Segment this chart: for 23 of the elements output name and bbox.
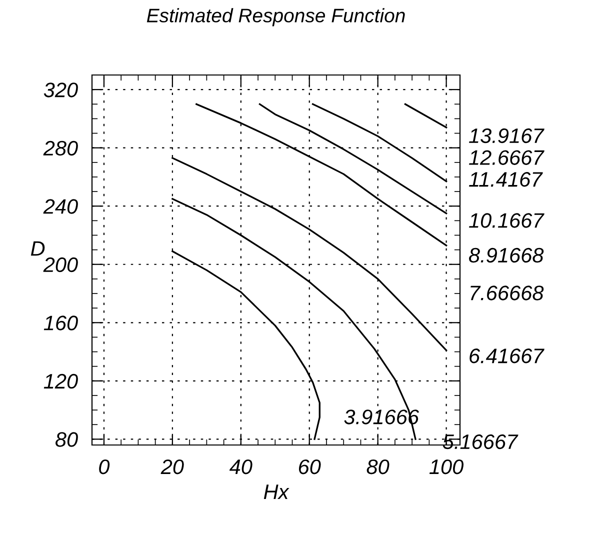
chart-title: Estimated Response Function bbox=[146, 8, 405, 26]
y-tick-label: 320 bbox=[44, 82, 78, 98]
y-axis-title: D bbox=[30, 241, 45, 256]
y-tick-label: 160 bbox=[44, 316, 78, 330]
x-tick-label: 40 bbox=[229, 459, 252, 474]
text: 8.91668 bbox=[469, 248, 544, 263]
text: 6.41667 bbox=[470, 348, 544, 364]
y-tick-label: 240 bbox=[43, 199, 78, 214]
text: 12.6667 bbox=[469, 150, 544, 165]
y-tick-label: 200 bbox=[43, 257, 78, 272]
text: 13.9167 bbox=[469, 128, 544, 144]
x-tick-label: 0 bbox=[99, 459, 110, 474]
x-tick-label: 60 bbox=[298, 459, 321, 474]
text: 10.1667 bbox=[469, 213, 544, 228]
y-tick-label: 80 bbox=[55, 432, 78, 447]
text: 11.4167 bbox=[469, 172, 543, 187]
x-tick-label: 20 bbox=[160, 459, 184, 474]
y-tick-label: 280 bbox=[43, 140, 78, 156]
text: 7.66668 bbox=[470, 286, 544, 300]
x-tick-label: 100 bbox=[429, 459, 464, 474]
x-axis-title: Hx bbox=[264, 484, 290, 499]
y-tick-label: 120 bbox=[44, 374, 78, 389]
x-tick-label: 80 bbox=[366, 459, 390, 474]
